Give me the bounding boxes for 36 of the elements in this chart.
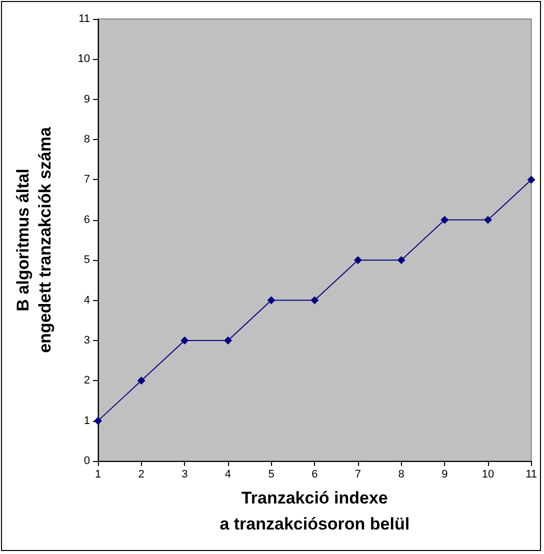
x-tick-label: 1 <box>94 468 102 480</box>
point <box>354 256 362 264</box>
y-tick-label: 1 <box>84 414 90 427</box>
y-tick-label: 0 <box>84 455 90 467</box>
point <box>224 336 232 344</box>
y-tick-label: 9 <box>84 93 90 106</box>
y-axis-title: B algoritmus által engedett tranzakciók száma <box>14 126 54 353</box>
x-tick-label: 9 <box>442 468 448 480</box>
y-tick-label: 4 <box>84 294 90 306</box>
y-tick-label: 5 <box>84 254 90 266</box>
y-tick-label: 3 <box>84 334 90 346</box>
point <box>137 376 146 385</box>
point <box>180 336 189 344</box>
x-tick-label: 5 <box>268 468 274 480</box>
x-tick-label: 8 <box>398 468 404 480</box>
point <box>94 416 102 425</box>
point <box>397 256 406 264</box>
x-tick-label: 7 <box>354 468 362 480</box>
y-tick-label: 11 <box>78 13 90 25</box>
y-tick-label: 10 <box>78 53 90 66</box>
y-tick-label: 2 <box>84 374 90 387</box>
x-tick-label: 3 <box>182 468 188 480</box>
point <box>440 216 449 224</box>
point <box>267 296 276 304</box>
x-tick-label: 11 <box>526 468 537 480</box>
y-tick-label: 6 <box>84 214 90 226</box>
point <box>484 216 492 224</box>
point <box>310 296 319 304</box>
x-tick-label: 10 <box>482 468 494 480</box>
y-tick-label: 8 <box>84 134 90 146</box>
x-tick-label: 2 <box>138 468 144 480</box>
x-tick-label: 6 <box>312 468 318 480</box>
x-tick-label: 4 <box>224 468 232 480</box>
point <box>527 176 536 184</box>
y-tick-label: 7 <box>84 174 90 186</box>
x-axis-title: Tranzakció indexe a tranzakciósoron belül <box>220 488 410 534</box>
